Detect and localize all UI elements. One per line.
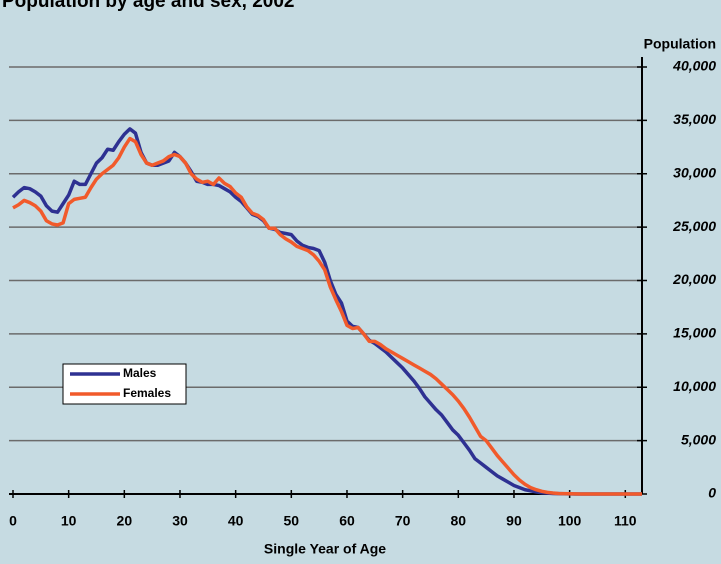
y-axis-label: Population (644, 36, 716, 52)
chart-title: Population by age and sex, 2002 (2, 0, 295, 12)
y-tick-label: 0 (708, 485, 716, 501)
x-tick-label: 100 (558, 513, 582, 529)
legend: Males Females (62, 363, 187, 405)
x-tick-label: 90 (506, 513, 522, 529)
x-axis-label: Single Year of Age (264, 541, 386, 557)
y-tick-label: 30,000 (673, 164, 716, 180)
x-tick-label: 20 (117, 513, 133, 529)
x-tick-label: 60 (339, 513, 355, 529)
y-tick-label: 40,000 (672, 58, 716, 74)
series-line (11, 127, 642, 496)
legend-box (62, 363, 187, 405)
y-tick-label: 35,000 (673, 111, 716, 127)
y-tick-label: 15,000 (673, 325, 716, 341)
x-tick-label: 30 (172, 513, 188, 529)
x-tick-label: 80 (451, 513, 467, 529)
y-tick-label: 25,000 (672, 218, 716, 234)
legend-label: Females (123, 386, 171, 400)
y-tick-label: 5,000 (681, 431, 716, 447)
y-tick-label: 20,000 (672, 271, 716, 287)
y-tick-label: 10,000 (673, 378, 716, 394)
series-line (12, 136, 642, 496)
x-tick-label: 50 (284, 513, 300, 529)
legend-label: Males (123, 366, 157, 380)
x-tick-label: 40 (228, 513, 244, 529)
x-tick-label: 10 (61, 513, 77, 529)
x-tick-label: 0 (9, 513, 17, 529)
x-tick-label: 70 (395, 513, 411, 529)
x-tick-label: 110 (614, 513, 637, 529)
